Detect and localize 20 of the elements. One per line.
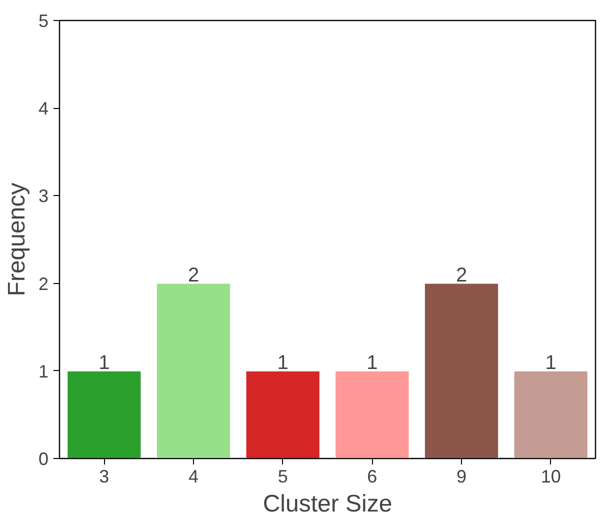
x-tick-label: 3: [99, 466, 110, 486]
x-tick-label: 6: [367, 466, 378, 486]
data-label: 2: [188, 264, 200, 286]
data-label: 1: [98, 352, 110, 374]
data-label: 1: [545, 352, 556, 374]
y-tick-label: 5: [38, 11, 49, 31]
y-tick-label: 1: [38, 361, 49, 382]
x-tick-label: 10: [540, 466, 561, 486]
y-tick-label: 2: [38, 274, 49, 294]
x-tick-label: 4: [188, 466, 199, 486]
data-label: 1: [366, 352, 378, 374]
x-axis-title: Cluster Size: [262, 490, 392, 518]
y-tick-label: 3: [38, 186, 49, 206]
x-tick-label: 9: [456, 466, 467, 486]
data-label: 2: [456, 264, 468, 286]
y-tick-label: 4: [38, 98, 49, 119]
y-axis-title: Frequency: [3, 182, 30, 296]
x-tick-label: 5: [278, 466, 288, 486]
y-tick-label: 0: [38, 449, 49, 469]
data-label: 1: [277, 352, 288, 374]
